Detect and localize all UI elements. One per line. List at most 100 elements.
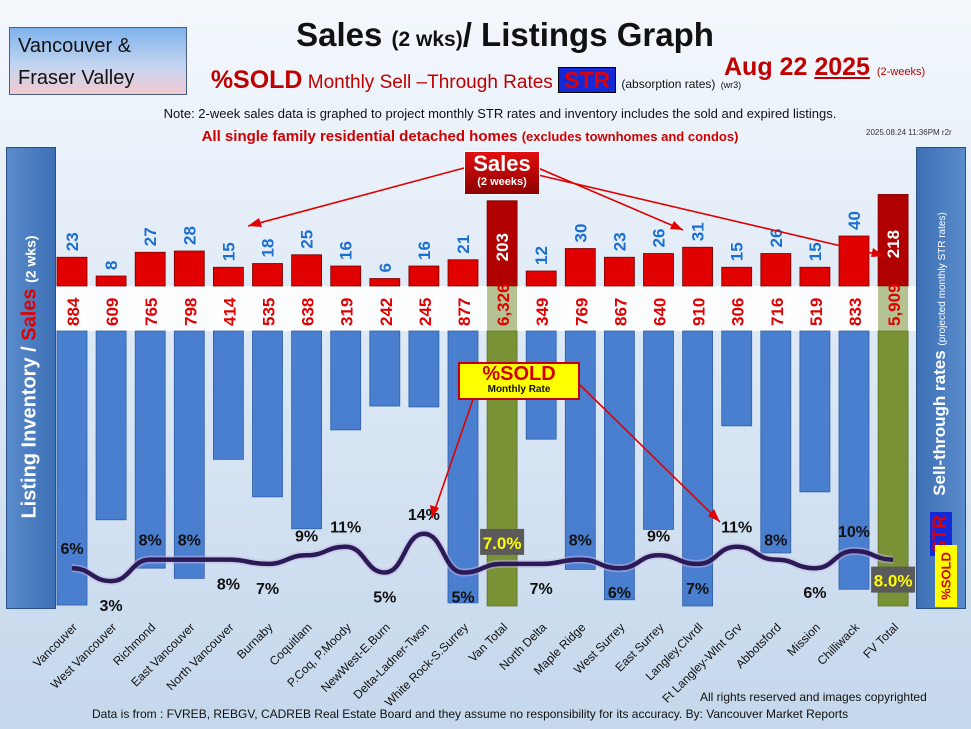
inventory-value-label: 414 bbox=[220, 297, 239, 326]
sold-value-label: 7% bbox=[256, 581, 279, 598]
sales-value-label: 40 bbox=[845, 211, 864, 230]
sales-value-label: 16 bbox=[337, 241, 356, 260]
sales-callout: Sales (2 weeks) bbox=[464, 151, 540, 195]
category-label: North Vancouver bbox=[164, 620, 237, 693]
sales-bar bbox=[369, 278, 401, 287]
sold-rest: Monthly Sell –Through Rates bbox=[307, 72, 553, 93]
inventory-bar bbox=[760, 330, 792, 554]
sales-bar bbox=[760, 253, 792, 287]
sales-bar bbox=[643, 253, 674, 287]
homes-small: (excludes townhomes and condos) bbox=[521, 129, 739, 144]
title-main: Sales bbox=[296, 16, 383, 53]
sales-bar bbox=[877, 194, 909, 287]
inventory-bar bbox=[877, 330, 909, 607]
sales-value-label: 23 bbox=[610, 232, 629, 251]
inventory-bar bbox=[604, 330, 635, 601]
left-axis-label: Listing Inventory / Sales (2 wks) bbox=[6, 147, 54, 607]
sold-vertical-badge: %SOLD bbox=[935, 545, 957, 607]
category-label: Chilliwack bbox=[815, 620, 863, 668]
category-label: FV Total bbox=[860, 620, 901, 661]
right-axis-small: (projected monthly STR rates) bbox=[937, 212, 948, 346]
sold-value-label: 3% bbox=[100, 598, 123, 615]
sales-callout-sub: (2 weeks) bbox=[477, 176, 527, 188]
sales-value-label: 8 bbox=[102, 261, 121, 270]
inventory-value-label: 716 bbox=[768, 298, 787, 326]
str-badge: STR bbox=[558, 67, 617, 93]
sales-bar bbox=[604, 256, 635, 287]
total-sold-box bbox=[480, 528, 525, 555]
inventory-value-label: 798 bbox=[181, 298, 200, 326]
sold-value-label: 8% bbox=[217, 577, 240, 594]
total-sold-box bbox=[871, 566, 916, 593]
inventory-value-label: 769 bbox=[572, 298, 591, 326]
sales-bar bbox=[447, 259, 479, 287]
left-axis-part1: Listing Inventory / bbox=[18, 340, 41, 519]
copyright-text: All rights reserved and images copyright… bbox=[700, 690, 927, 704]
inventory-value-label: 833 bbox=[846, 298, 865, 326]
sales-value-label: 26 bbox=[767, 229, 786, 248]
sales-bar bbox=[486, 200, 518, 287]
homes-main: All single family residential detached h… bbox=[201, 128, 518, 145]
sold-value-label: 11% bbox=[721, 520, 752, 537]
sales-value-label: 12 bbox=[532, 246, 551, 265]
inventory-bar bbox=[95, 330, 127, 521]
sales-bar bbox=[134, 251, 166, 287]
sales-bar bbox=[330, 265, 362, 287]
sales-bar bbox=[408, 265, 440, 287]
chart-title: Sales (2 wks)/ Listings Graph bbox=[190, 16, 820, 54]
sales-value-label: 25 bbox=[298, 230, 317, 249]
inventory-bar bbox=[330, 330, 362, 431]
region-box: Vancouver & Fraser Valley bbox=[9, 27, 187, 95]
sales-bar bbox=[564, 248, 596, 287]
inventory-value-label: 884 bbox=[64, 297, 83, 326]
inventory-value-label: 910 bbox=[690, 298, 709, 326]
homes-line: All single family residential detached h… bbox=[120, 128, 820, 145]
sales-value-label: 203 bbox=[493, 233, 512, 261]
sales-bar bbox=[173, 250, 205, 287]
right-axis-main: Sell-through rates bbox=[930, 350, 949, 496]
region-line-2: Fraser Valley bbox=[18, 67, 135, 89]
sold-value-label: 7% bbox=[686, 581, 709, 598]
inventory-bar bbox=[252, 330, 283, 498]
date-suffix: (2-weeks) bbox=[876, 66, 926, 78]
date-year: 2025 bbox=[814, 53, 870, 81]
sales-value-label: 6 bbox=[376, 263, 395, 272]
inventory-value-label: 319 bbox=[338, 298, 357, 326]
inventory-bar bbox=[721, 330, 753, 427]
sales-value-label: 15 bbox=[219, 242, 238, 261]
inventory-bar bbox=[134, 330, 166, 569]
total-band bbox=[487, 286, 518, 331]
inventory-value-label: 535 bbox=[260, 298, 279, 326]
category-label: Mission bbox=[784, 620, 823, 659]
sales-value-label: 23 bbox=[63, 232, 82, 251]
sales-bar bbox=[95, 275, 127, 287]
inventory-bar bbox=[799, 330, 831, 493]
category-label: NewWest-E.Burn bbox=[318, 620, 393, 695]
sales-bar bbox=[682, 246, 713, 287]
sales-value-label: 31 bbox=[689, 222, 708, 241]
sold-value-label: 7% bbox=[530, 581, 553, 598]
sales-value-label: 27 bbox=[141, 227, 160, 246]
total-band bbox=[878, 286, 909, 331]
sales-bar bbox=[838, 235, 870, 287]
title-small: (2 wks) bbox=[391, 28, 463, 51]
inventory-bar bbox=[56, 330, 88, 606]
region-line-1: Vancouver & bbox=[18, 35, 132, 57]
sales-value-label: 28 bbox=[180, 226, 199, 245]
inventory-value-label: 867 bbox=[611, 298, 630, 326]
absorption-note: (absorption rates) bbox=[621, 77, 716, 91]
sold-callout-sub: Monthly Rate bbox=[487, 384, 551, 395]
sold-value-label: 5% bbox=[373, 590, 396, 607]
inventory-value-label: 242 bbox=[377, 298, 396, 326]
left-axis-part3: (2 wks) bbox=[22, 235, 39, 283]
inventory-value-label: 640 bbox=[651, 298, 670, 326]
source-text: Data is from : FVREB, REBGV, CADREB Real… bbox=[92, 707, 849, 721]
sold-value-label: 8% bbox=[764, 533, 787, 550]
title-rest: / Listings Graph bbox=[462, 16, 714, 53]
sales-value-label: 15 bbox=[806, 242, 825, 261]
timestamp: 2025.08.24 11:36PM r2r bbox=[866, 128, 952, 137]
inventory-bar bbox=[212, 330, 244, 460]
inventory-bar bbox=[643, 330, 674, 530]
